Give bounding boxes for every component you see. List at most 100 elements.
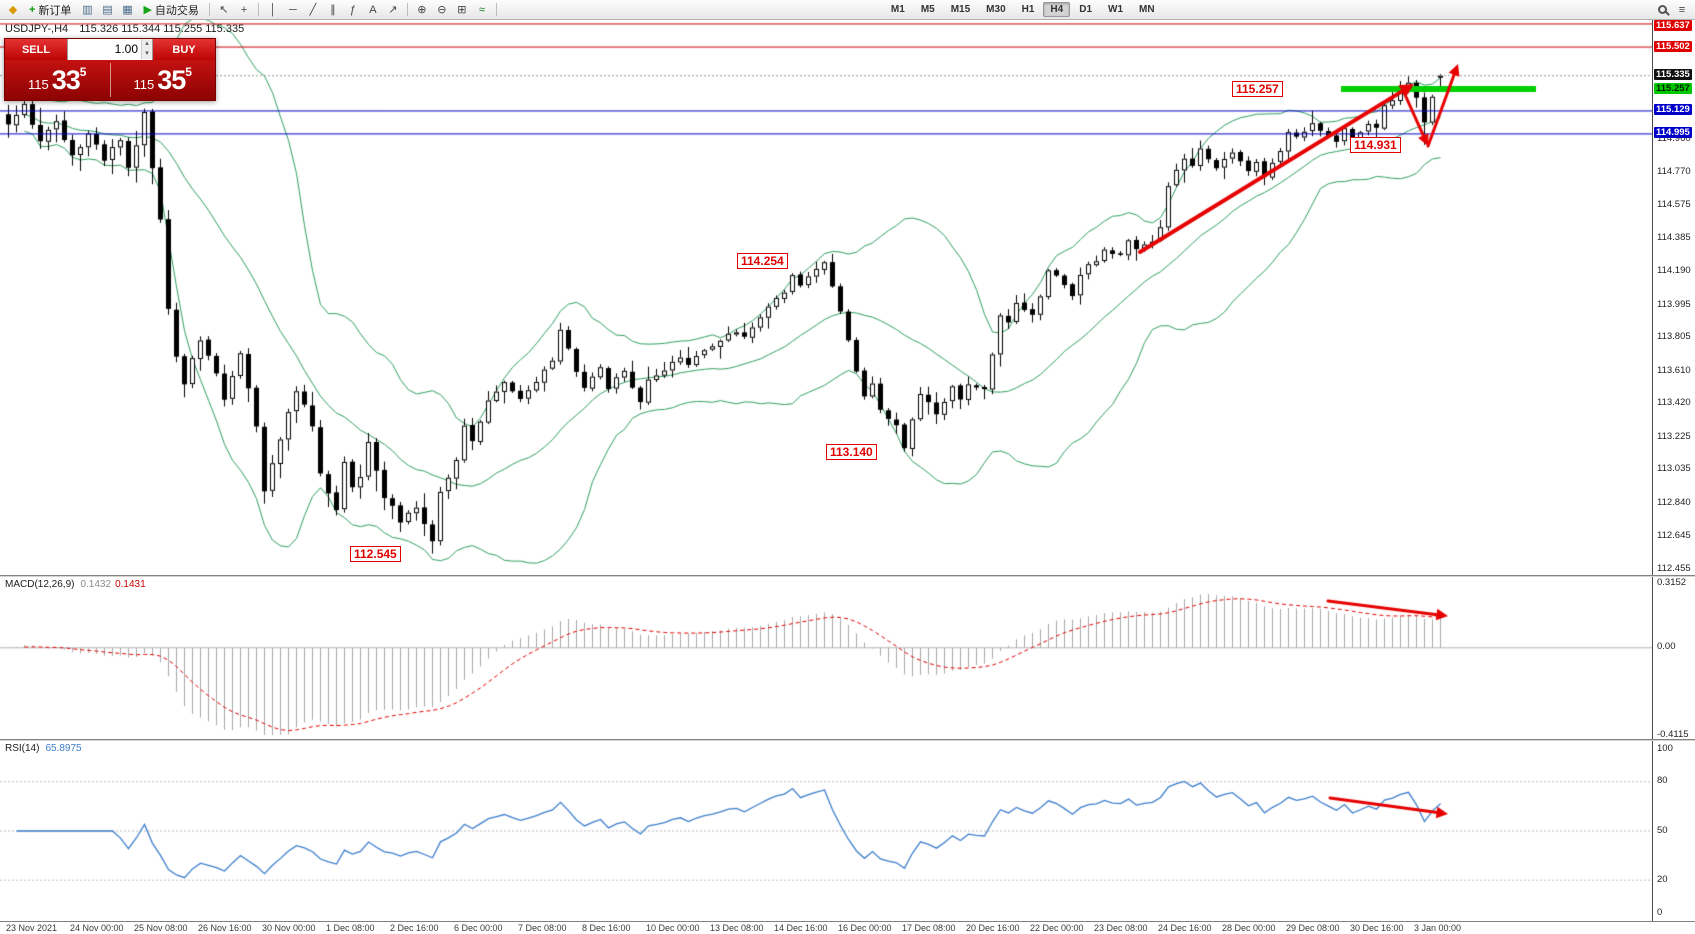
chart-window: USDJPY-,H4 115.326 115.344 115.255 115.3… [0, 20, 1695, 934]
chart-title: USDJPY-,H4 115.326 115.344 115.255 115.3… [5, 23, 244, 35]
macd-axis[interactable]: 0.3152 0.00 -0.4115 [1652, 577, 1695, 739]
volume-decrease-button[interactable]: ▾ [141, 49, 152, 59]
indicators-icon[interactable]: ≈ [478, 3, 485, 16]
volume-increase-button[interactable]: ▴ [141, 39, 152, 49]
rsi-axis-label: 50 [1657, 824, 1668, 836]
time-label: 1 Dec 08:00 [326, 923, 375, 933]
app-icon[interactable]: ◆ [8, 4, 18, 16]
text-icon[interactable]: A [369, 3, 377, 16]
price-annotation[interactable]: 115.257 [1232, 81, 1283, 97]
new-order-icon: + [29, 3, 36, 16]
price-axis-label: 114.770 [1657, 165, 1691, 177]
price-axis-badge: 115.335 [1654, 69, 1692, 81]
one-click-trading-panel: SELL 1.00 ▴ ▾ BUY 115 33 5 115 [4, 38, 216, 101]
price-axis-label: 114.385 [1657, 231, 1691, 243]
search-icon[interactable] [1653, 2, 1671, 18]
price-axis-label: 114.575 [1657, 199, 1691, 211]
vertical-line-icon[interactable]: │ [269, 3, 277, 16]
timeframe-m1[interactable]: M1 [890, 4, 905, 15]
timeframe-d1[interactable]: D1 [1079, 4, 1093, 15]
toolbar: ◆ + 新订单 ▥ ▤ ▦ ▶ 自动交易 ↖ + │ ─ ╱ ∥ ƒ A ↗ ⊕ ⊖ ⊞ ≈ M1 M5 M15 M30 H1 H4… [0, 0, 1695, 20]
auto-trading-icon: ▶ [143, 4, 152, 16]
time-axis[interactable]: 23 Nov 2021 24 Nov 00:00 25 Nov 08:00 26 No… [0, 921, 1695, 934]
profiles-icon[interactable]: ▤ [102, 4, 113, 16]
price-axis-badge: 115.257 [1654, 82, 1692, 94]
new-order-button[interactable]: + 新订单 [24, 1, 76, 19]
channel-icon[interactable]: ∥ [330, 4, 336, 16]
volume-field[interactable]: 1.00 ▴ ▾ [67, 39, 153, 60]
price-axis-label: 112.455 [1657, 562, 1691, 574]
timeframe-m30[interactable]: M30 [986, 4, 1006, 15]
timeframe-h4[interactable]: H4 [1043, 2, 1071, 17]
price-annotation[interactable]: 114.254 [737, 253, 788, 269]
buy-button[interactable]: BUY [153, 39, 215, 60]
market-watch-icon[interactable]: ▦ [122, 4, 133, 16]
timeframe-mn[interactable]: MN [1139, 4, 1155, 15]
time-label: 24 Nov 00:00 [70, 923, 124, 933]
auto-trading-button-label: 自动交易 [154, 4, 199, 17]
price-axis-label: 113.420 [1657, 397, 1691, 409]
panel-toggle-icon[interactable]: ≡ [1678, 3, 1686, 16]
sell-button[interactable]: SELL [5, 39, 67, 60]
rsi-value: 65.8975 [45, 743, 82, 754]
time-label: 2 Dec 16:00 [390, 923, 439, 933]
price-annotation[interactable]: 112.545 [350, 546, 401, 562]
time-label: 29 Dec 08:00 [1286, 923, 1340, 933]
sell-price-display[interactable]: 115 33 5 [5, 60, 110, 100]
macd-axis-label: -0.4115 [1657, 728, 1689, 740]
pane-separator[interactable] [0, 739, 1695, 741]
timeframe-w1[interactable]: W1 [1108, 4, 1124, 15]
ohlc-values: 115.326 115.344 115.255 115.335 [79, 23, 245, 35]
time-label: 28 Dec 00:00 [1222, 923, 1276, 933]
main-chart-canvas[interactable] [0, 20, 1652, 575]
time-label: 23 Nov 2021 [6, 923, 58, 933]
trade-panel-divider [109, 63, 111, 97]
volume-value[interactable]: 1.00 [114, 42, 138, 56]
rsi-axis-label: 0 [1657, 906, 1663, 918]
time-label: 16 Dec 00:00 [838, 923, 892, 933]
pane-separator[interactable] [0, 575, 1695, 577]
zoom-in-icon[interactable]: ⊕ [417, 4, 427, 16]
symbol-timeframe-label: USDJPY-,H4 [5, 23, 69, 35]
macd-axis-label: 0.00 [1657, 641, 1676, 653]
zoom-out-icon[interactable]: ⊖ [437, 4, 447, 16]
price-annotation[interactable]: 113.140 [826, 444, 877, 460]
sell-price-sup: 5 [79, 65, 87, 79]
time-label: 30 Dec 16:00 [1350, 923, 1404, 933]
price-axis-label: 113.995 [1657, 298, 1691, 310]
crosshair-icon[interactable]: + [240, 3, 248, 16]
price-axis[interactable]: 114.960 114.770 114.575 114.385 114.190 113.9… [1652, 20, 1695, 575]
macd-canvas[interactable] [0, 577, 1652, 739]
price-annotation[interactable]: 114.931 [1350, 137, 1401, 153]
chart-window-icon[interactable]: ▥ [82, 4, 93, 16]
price-axis-label: 114.960 [1657, 133, 1691, 145]
macd-pane: MACD(12,26,9) 0.1432 0.1431 0.3152 0.00 -0.4… [0, 577, 1695, 739]
price-axis-label: 113.805 [1657, 331, 1691, 343]
rsi-axis[interactable]: 100 80 50 20 0 [1652, 741, 1695, 921]
toolbar-separator [495, 3, 497, 16]
arrow-tool-icon[interactable]: ↗ [388, 4, 398, 16]
cursor-icon[interactable]: ↖ [219, 4, 229, 16]
horizontal-line-icon[interactable]: ─ [289, 3, 297, 16]
fibonacci-icon[interactable]: ƒ [349, 3, 356, 16]
time-label: 22 Dec 00:00 [1030, 923, 1084, 933]
timeframe-m15[interactable]: M15 [950, 4, 971, 15]
time-label: 3 Jan 00:00 [1414, 923, 1462, 933]
macd-value-1: 0.1432 [80, 579, 112, 590]
buy-price-display[interactable]: 115 35 5 [111, 60, 216, 100]
time-label: 26 Nov 16:00 [198, 923, 252, 933]
auto-trading-button[interactable]: ▶ 自动交易 [138, 1, 203, 19]
timeframe-m5[interactable]: M5 [920, 4, 935, 15]
time-label: 17 Dec 08:00 [902, 923, 956, 933]
buy-price-prefix: 115 [133, 76, 155, 92]
macd-name: MACD(12,26,9) [5, 579, 75, 590]
price-axis-badge: 115.637 [1654, 20, 1692, 31]
timeframe-h1[interactable]: H1 [1021, 4, 1035, 15]
rsi-canvas[interactable] [0, 741, 1652, 921]
tile-windows-icon[interactable]: ⊞ [457, 4, 467, 16]
trendline-icon[interactable]: ╱ [309, 4, 317, 16]
sell-price-big: 33 [51, 65, 81, 95]
price-axis-badge: 114.995 [1654, 127, 1692, 139]
macd-value-2: 0.1431 [115, 579, 146, 590]
